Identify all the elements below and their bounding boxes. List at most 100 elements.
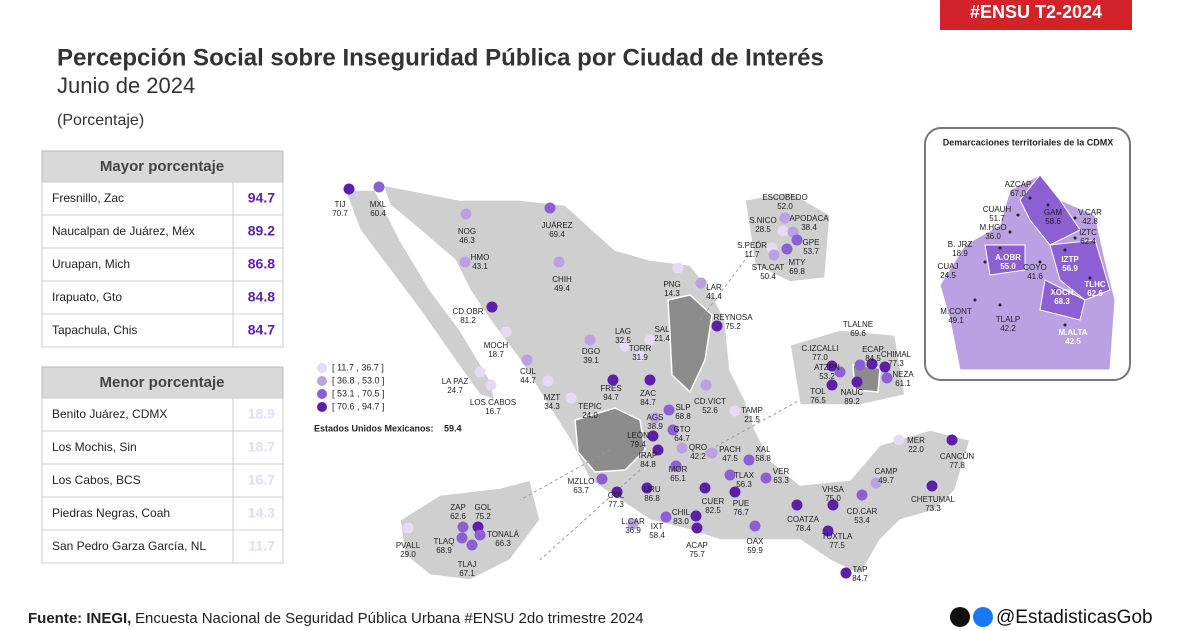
city-dot — [474, 529, 486, 541]
legend-swatch — [317, 389, 327, 399]
connector — [519, 239, 801, 561]
row-value: 84.8 — [248, 289, 275, 305]
city-value: 42.2 — [1000, 324, 1016, 333]
row-value: 18.7 — [248, 439, 275, 455]
map — [343, 184, 971, 581]
city-value: 81.2 — [460, 316, 476, 325]
city-value: 42.8 — [1082, 217, 1098, 226]
city-value: 39.1 — [583, 356, 599, 365]
city-value: 65.1 — [670, 474, 686, 483]
city-dot — [565, 392, 577, 404]
table-title: Menor porcentaje — [99, 374, 224, 391]
city-dot — [822, 525, 834, 537]
city-dot — [827, 499, 839, 511]
city-value: 75.7 — [689, 550, 705, 559]
cdmx-dot — [1063, 323, 1067, 327]
city-name: CUAUH — [983, 205, 1012, 214]
city-name: PVALL — [396, 541, 421, 550]
city-value: 84.8 — [640, 460, 656, 469]
title: Percepción Social sobre Inseguridad Públ… — [57, 44, 824, 71]
city-value: 53.2 — [819, 372, 835, 381]
city-name: PNG — [663, 280, 680, 289]
city-name: MZT — [544, 393, 561, 402]
city-value: 67.1 — [459, 569, 475, 578]
city-dot — [474, 366, 486, 378]
row-name: Fresnillo, Zac — [52, 191, 124, 205]
city-value: 31.9 — [632, 353, 648, 362]
city-value: 56.9 — [1062, 264, 1078, 273]
city-dot — [373, 181, 385, 193]
city-dot — [644, 334, 656, 346]
unit: (Porcentaje) — [57, 112, 144, 129]
city-value: 22.0 — [908, 445, 924, 454]
cdmx-map — [939, 174, 1116, 371]
city-value: 69.6 — [850, 329, 866, 338]
city-value: 62.4 — [1080, 237, 1096, 246]
city-value: 58.6 — [1045, 217, 1061, 226]
tag-box — [940, 0, 1132, 30]
tag: #ENSU T2-2024 — [970, 2, 1102, 22]
city-name: LA PAZ — [442, 377, 469, 386]
city-value: 46.3 — [459, 236, 475, 245]
city-name: XAL — [755, 445, 771, 454]
city-name: ZAC — [640, 389, 656, 398]
city-dot — [781, 243, 793, 255]
table-row — [41, 214, 284, 249]
city-value: 63.3 — [773, 476, 789, 485]
city-dot — [826, 360, 838, 372]
city-dot — [544, 202, 556, 214]
cdmx-dot — [1016, 213, 1020, 217]
city-name: TAP — [853, 565, 868, 574]
city-name: MER — [907, 436, 925, 445]
legend-label: [ 53.1 , 70.5 ] — [332, 388, 385, 398]
city-dot — [840, 567, 852, 579]
city-name: CD.VICT — [694, 397, 726, 406]
city-dot — [460, 208, 472, 220]
city-dot — [676, 442, 688, 454]
cdmx-dot — [1053, 288, 1057, 292]
city-name: TEPIC — [578, 402, 602, 411]
city-value: 49.7 — [878, 476, 894, 485]
city-name: ZAP — [450, 503, 466, 512]
city-value: 70.7 — [332, 209, 348, 218]
city-value: 75.2 — [475, 512, 491, 521]
cdmx-dot — [973, 298, 977, 302]
city-name: MXL — [370, 200, 387, 209]
city-dot — [870, 477, 882, 489]
city-name: CHIH — [552, 275, 572, 284]
city-name: CAMP — [874, 467, 897, 476]
city-value: 68.3 — [1054, 297, 1070, 306]
city-value: 18.9 — [952, 249, 968, 258]
city-value: 66.3 — [495, 539, 511, 548]
national-value: 59.4 — [444, 423, 462, 433]
row-name: San Pedro Garza García, NL — [52, 539, 206, 553]
city-value: 61.1 — [895, 379, 911, 388]
city-dot — [485, 379, 497, 391]
city-value: 63.7 — [573, 486, 589, 495]
city-name: PUE — [733, 499, 749, 508]
city-name: NAUC — [841, 388, 864, 397]
city-name: TONALÁ — [487, 530, 520, 539]
row-value: 14.3 — [248, 505, 275, 521]
city-name: TLALP — [996, 315, 1020, 324]
city-name: HMO — [471, 253, 490, 262]
legend-swatch — [317, 402, 327, 412]
city-dot — [834, 366, 846, 378]
row-value: 86.8 — [248, 256, 275, 272]
city-dot — [743, 454, 755, 466]
city-value: 51.7 — [989, 214, 1005, 223]
table-row — [41, 181, 284, 216]
city-value: 42.5 — [1065, 337, 1081, 346]
cdmx-dot — [1046, 203, 1050, 207]
cdmx-title: Demarcaciones territoriales de la CDMX — [943, 137, 1114, 147]
city-name: COATZA — [787, 515, 820, 524]
city-name: MOCH — [484, 341, 509, 350]
cdmx-dot — [1073, 236, 1077, 240]
city-value: 41.6 — [1027, 272, 1043, 281]
city-value: 84.7 — [852, 574, 868, 583]
city-value: 52.6 — [702, 406, 718, 415]
city-name: CUER — [702, 497, 725, 506]
city-value: 56.3 — [736, 480, 752, 489]
city-value: 60.4 — [370, 209, 386, 218]
city-value: 83.0 — [673, 517, 689, 526]
